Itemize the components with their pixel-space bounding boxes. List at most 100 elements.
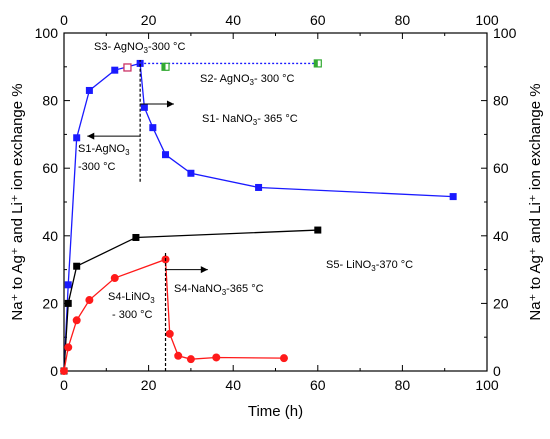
annotation-label: S5- LiNO3-370 °C bbox=[326, 259, 413, 273]
y-tick-label-right: 80 bbox=[493, 93, 509, 109]
annotation-subscript: 3 bbox=[253, 118, 258, 127]
data-point bbox=[162, 151, 170, 159]
annotation-label: S4-LiNO3 bbox=[108, 291, 155, 305]
data-point bbox=[149, 124, 157, 132]
data-point bbox=[255, 183, 263, 191]
annotation-text: S1-AgNO bbox=[78, 143, 126, 155]
x-tick-label-bottom: 40 bbox=[225, 377, 241, 393]
data-point bbox=[132, 233, 140, 241]
series-4 bbox=[123, 63, 132, 72]
series-layer bbox=[60, 59, 457, 375]
annotation-label: S2- AgNO3- 300 °C bbox=[200, 73, 295, 87]
x-tick-label-top: 80 bbox=[395, 12, 411, 28]
y-tick-label-right: 100 bbox=[493, 25, 517, 41]
annotation-text: S2- AgNO bbox=[200, 73, 250, 85]
x-tick-label-top: 0 bbox=[60, 12, 68, 28]
x-tick-label-top: 60 bbox=[310, 12, 326, 28]
data-point bbox=[64, 299, 72, 307]
annotation-text: S3- AgNO bbox=[94, 41, 144, 53]
data-point bbox=[186, 355, 195, 364]
annotation-arrow-head bbox=[87, 132, 95, 140]
annotation-text: - 300 °C bbox=[112, 309, 153, 321]
x-tick-label-bottom: 0 bbox=[60, 377, 68, 393]
annotation-text: S4-NaNO bbox=[174, 283, 222, 295]
data-point bbox=[85, 296, 94, 305]
annotation-arrow-head bbox=[166, 100, 174, 108]
annotation-text: S5- LiNO bbox=[326, 259, 372, 271]
data-point bbox=[73, 262, 81, 270]
data-point bbox=[165, 329, 174, 338]
annotation-tail: -370 °C bbox=[376, 259, 413, 271]
annotation-tail: - 365 °C bbox=[257, 113, 298, 125]
annotation-label: - 300 °C bbox=[112, 309, 153, 321]
annotation-label: S1- NaNO3- 365 °C bbox=[202, 113, 298, 127]
y-tick-label-left: 20 bbox=[42, 295, 58, 311]
data-point bbox=[73, 134, 81, 142]
y-tick-label-right: 40 bbox=[493, 228, 509, 244]
x-axis-title: Time (h) bbox=[248, 403, 303, 420]
annotation-subscript: 3 bbox=[371, 264, 376, 273]
data-point bbox=[187, 169, 195, 177]
y-tick-label-left: 40 bbox=[42, 228, 58, 244]
data-point bbox=[174, 351, 183, 360]
annotation-arrow-head bbox=[200, 266, 208, 274]
data-point-half-fill bbox=[314, 59, 318, 67]
y-tick-label-left: 100 bbox=[35, 25, 59, 41]
series-line bbox=[63, 258, 284, 372]
y-tick-label-left: 60 bbox=[42, 160, 58, 176]
series-5 bbox=[161, 59, 322, 71]
series-line bbox=[63, 62, 454, 372]
annotation-text: S4-LiNO bbox=[108, 291, 151, 303]
data-point bbox=[110, 274, 119, 283]
data-point bbox=[123, 63, 132, 72]
data-point bbox=[60, 367, 68, 375]
data-point bbox=[140, 103, 148, 111]
annotation-subscript: 3 bbox=[150, 296, 155, 305]
data-point bbox=[64, 343, 73, 352]
y-tick-label-left: 0 bbox=[50, 363, 58, 379]
annotation-label: S1-AgNO3 bbox=[78, 143, 130, 157]
x-tick-label-bottom: 60 bbox=[310, 377, 326, 393]
annotation-layer: S3- AgNO3-300 °CS2- AgNO3- 300 °CS1- NaN… bbox=[78, 41, 413, 371]
data-point bbox=[72, 316, 81, 325]
annotation-subscript: 3 bbox=[144, 46, 149, 55]
annotation-label: S3- AgNO3-300 °C bbox=[94, 41, 185, 55]
annotation-label: S4-NaNO3-365 °C bbox=[174, 283, 264, 297]
annotation-subscript: 3 bbox=[250, 78, 255, 87]
y-tick-label-right: 0 bbox=[493, 363, 501, 379]
data-point bbox=[85, 86, 93, 94]
data-point bbox=[279, 354, 288, 363]
x-tick-label-bottom: 100 bbox=[475, 377, 499, 393]
annotation-subscript: 3 bbox=[222, 288, 227, 297]
y-axis-title-left: Na⁺ to Ag⁺ and Li⁺ ion exchange % bbox=[9, 83, 26, 320]
annotation-tail: -365 °C bbox=[226, 283, 263, 295]
y-tick-label-right: 60 bbox=[493, 160, 509, 176]
data-point-half-fill bbox=[162, 63, 166, 71]
data-point bbox=[111, 66, 119, 74]
data-point bbox=[314, 226, 322, 234]
x-tick-label-top: 40 bbox=[225, 12, 241, 28]
annotation-tail: -300 °C bbox=[148, 41, 185, 53]
series-3 bbox=[60, 255, 288, 375]
annotation-text: S1- NaNO bbox=[202, 113, 253, 125]
annotation-subscript: 3 bbox=[125, 148, 130, 157]
series-2 bbox=[60, 226, 322, 375]
x-tick-label-top: 20 bbox=[141, 12, 157, 28]
x-tick-label-bottom: 20 bbox=[141, 377, 157, 393]
x-tick-label-top: 100 bbox=[475, 12, 499, 28]
y-tick-label-left: 80 bbox=[42, 93, 58, 109]
data-point bbox=[212, 353, 221, 362]
annotation-label: -300 °C bbox=[78, 161, 115, 173]
annotation-text: -300 °C bbox=[78, 161, 115, 173]
y-tick-label-right: 20 bbox=[493, 295, 509, 311]
series-0 bbox=[60, 59, 457, 375]
data-point bbox=[64, 281, 72, 289]
series-line bbox=[63, 229, 318, 372]
y-axis-title-right: Na⁺ to Ag⁺ and Li⁺ ion exchange % bbox=[527, 83, 544, 320]
annotation-tail: - 300 °C bbox=[254, 73, 295, 85]
data-point bbox=[449, 193, 457, 201]
x-tick-label-bottom: 80 bbox=[395, 377, 411, 393]
